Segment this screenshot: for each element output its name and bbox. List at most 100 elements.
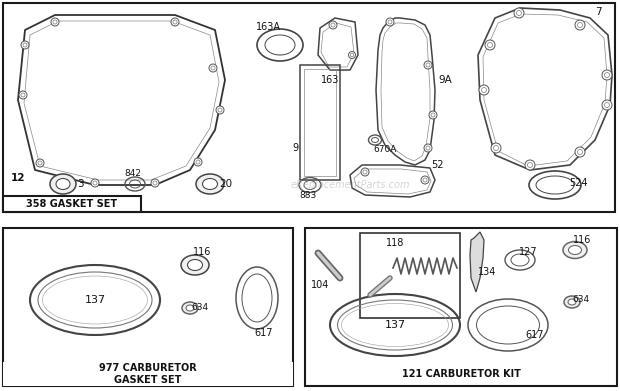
Ellipse shape [563, 242, 587, 258]
Bar [305, 228, 617, 386]
Text: 116: 116 [193, 247, 211, 257]
Text: 524: 524 [569, 178, 587, 188]
Ellipse shape [429, 111, 437, 119]
Ellipse shape [604, 102, 609, 108]
Text: 3: 3 [77, 179, 83, 189]
Ellipse shape [431, 113, 435, 117]
Ellipse shape [218, 108, 222, 112]
Text: 52: 52 [431, 160, 443, 170]
Ellipse shape [348, 52, 355, 59]
Ellipse shape [187, 260, 203, 271]
Ellipse shape [19, 91, 27, 99]
Ellipse shape [36, 159, 44, 167]
Ellipse shape [50, 174, 76, 194]
Bar [3, 196, 141, 212]
Ellipse shape [182, 302, 198, 314]
Ellipse shape [482, 88, 487, 93]
Ellipse shape [525, 160, 535, 170]
Text: 163: 163 [321, 75, 339, 85]
Ellipse shape [575, 20, 585, 30]
Ellipse shape [602, 70, 612, 80]
Text: 134: 134 [478, 267, 496, 277]
Ellipse shape [361, 168, 369, 176]
Ellipse shape [51, 18, 59, 26]
Text: 137: 137 [84, 295, 105, 305]
Ellipse shape [491, 143, 501, 153]
Ellipse shape [487, 43, 492, 47]
Ellipse shape [424, 144, 432, 152]
Ellipse shape [423, 178, 427, 182]
Ellipse shape [196, 174, 224, 194]
Ellipse shape [56, 179, 70, 190]
Ellipse shape [575, 147, 585, 157]
Text: 163A: 163A [255, 22, 280, 32]
Ellipse shape [350, 53, 354, 57]
Ellipse shape [173, 20, 177, 24]
Ellipse shape [602, 100, 612, 110]
Ellipse shape [21, 41, 29, 49]
Ellipse shape [153, 181, 157, 185]
Ellipse shape [564, 296, 580, 308]
Ellipse shape [386, 18, 394, 26]
Ellipse shape [196, 160, 200, 164]
Ellipse shape [604, 72, 609, 77]
Text: 9: 9 [292, 143, 298, 153]
Ellipse shape [569, 246, 582, 255]
Ellipse shape [426, 63, 430, 67]
Ellipse shape [181, 255, 209, 275]
Text: 617: 617 [526, 330, 544, 340]
Bar [3, 228, 293, 386]
Ellipse shape [388, 20, 392, 24]
Text: 12: 12 [11, 173, 25, 183]
Ellipse shape [209, 64, 217, 72]
Ellipse shape [93, 181, 97, 185]
Ellipse shape [421, 176, 429, 184]
Text: 9A: 9A [438, 75, 452, 85]
Ellipse shape [21, 93, 25, 97]
Ellipse shape [577, 149, 583, 154]
Text: 358 GASKET SET: 358 GASKET SET [27, 199, 118, 209]
Ellipse shape [516, 11, 521, 16]
Ellipse shape [91, 179, 99, 187]
Ellipse shape [568, 299, 576, 305]
Text: 617: 617 [255, 328, 273, 338]
Bar [3, 3, 615, 212]
Text: 127: 127 [519, 247, 538, 257]
Text: 977 CARBURETOR
GASKET SET: 977 CARBURETOR GASKET SET [99, 363, 197, 385]
Text: 137: 137 [384, 320, 405, 330]
Text: 121 CARBURETOR KIT: 121 CARBURETOR KIT [402, 369, 520, 379]
Bar [360, 233, 460, 318]
Bar [3, 362, 293, 386]
Ellipse shape [216, 106, 224, 114]
Text: eReplacementParts.com: eReplacementParts.com [290, 180, 410, 190]
Text: 670A: 670A [373, 145, 397, 154]
Ellipse shape [194, 158, 202, 166]
Ellipse shape [514, 8, 524, 18]
Text: 634: 634 [192, 303, 208, 312]
Ellipse shape [577, 23, 583, 27]
Text: 118: 118 [386, 238, 404, 248]
Ellipse shape [479, 85, 489, 95]
Ellipse shape [528, 163, 533, 167]
Ellipse shape [424, 61, 432, 69]
Ellipse shape [203, 179, 218, 190]
Polygon shape [470, 232, 484, 292]
Bar [304, 69, 336, 176]
Ellipse shape [53, 20, 57, 24]
Text: 883: 883 [299, 192, 317, 201]
Text: 20: 20 [219, 179, 232, 189]
Ellipse shape [151, 179, 159, 187]
Ellipse shape [331, 23, 335, 27]
Ellipse shape [38, 161, 42, 165]
Ellipse shape [485, 40, 495, 50]
Ellipse shape [211, 66, 215, 70]
Bar [300, 65, 340, 180]
Text: 842: 842 [125, 169, 141, 178]
Text: 7: 7 [595, 7, 601, 17]
Ellipse shape [186, 305, 194, 311]
Text: 634: 634 [572, 296, 590, 305]
Ellipse shape [171, 18, 179, 26]
Ellipse shape [23, 43, 27, 47]
Text: 104: 104 [311, 280, 329, 290]
Ellipse shape [363, 170, 367, 174]
